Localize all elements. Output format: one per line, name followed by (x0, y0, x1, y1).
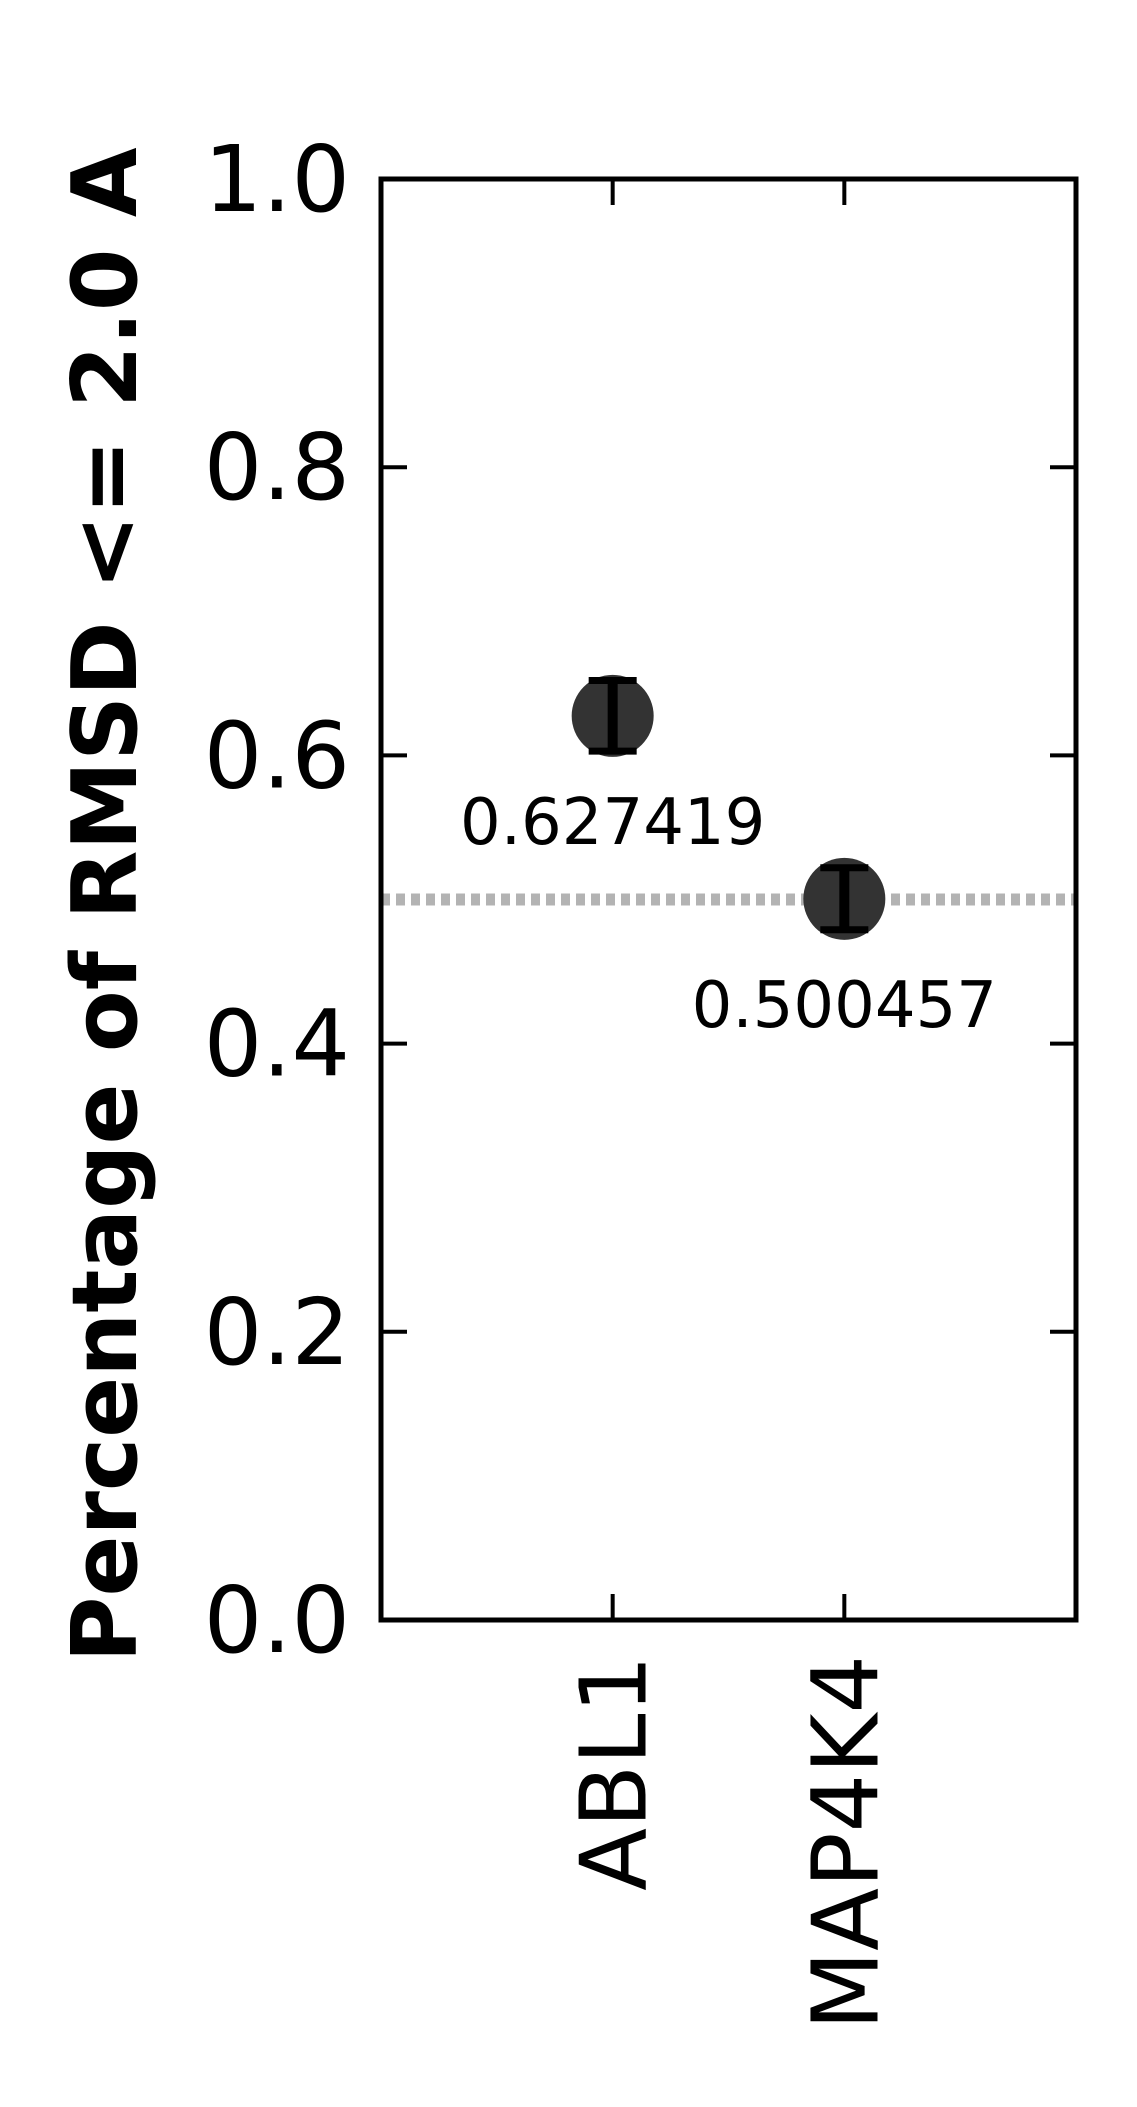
x-tick-label: ABL1 (561, 1655, 668, 1891)
y-tick-label: 0.4 (204, 991, 350, 1098)
y-tick-label: 0.8 (204, 414, 350, 521)
y-tick-label: 1.0 (204, 126, 350, 233)
axes-frame (378, 176, 1079, 1623)
y-tick-label: 0.6 (204, 702, 350, 809)
y-tick-label: 0.0 (204, 1567, 350, 1674)
y-axis-label: Percentage of RMSD <= 2.0 A (53, 147, 158, 1662)
plot-area: 0.0 0.2 0.4 0.6 0.8 1.0 ABL1 0.627419 MAP4K4 0.50… (204, 126, 1079, 2030)
x-tick-label: MAP4K4 (792, 1655, 899, 2030)
data-label: 0.500457 (692, 969, 997, 1043)
y-tick-label: 0.2 (204, 1279, 350, 1386)
data-label: 0.627419 (460, 786, 765, 860)
